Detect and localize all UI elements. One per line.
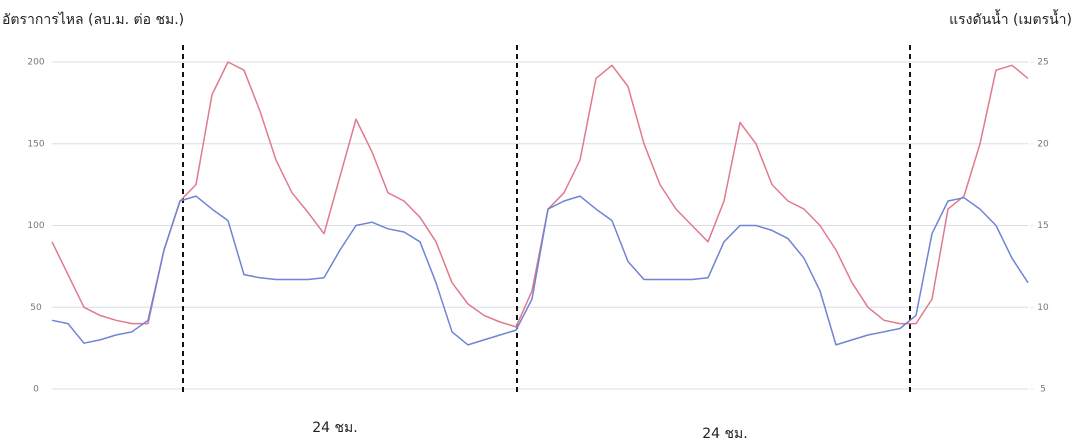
y-tick-label: 150	[27, 139, 44, 149]
y2-tick-label: 25	[1037, 58, 1048, 68]
y-tick-label: 50	[30, 303, 42, 313]
annotation: 24 ชม.	[702, 426, 747, 442]
y2-tick-label: 5	[1040, 385, 1046, 395]
y-axis-title: อัตราการไหล (ลบ.ม. ต่อ ชม.)	[2, 11, 184, 28]
y2-axis-title: แรงดันน้ำ (เมตรน้ำ)	[949, 9, 1072, 28]
y-tick-label: 200	[27, 58, 44, 68]
y2-tick-label: 10	[1037, 303, 1049, 313]
y2-tick-label: 20	[1037, 139, 1049, 149]
y2-tick-label: 15	[1037, 221, 1048, 231]
y-tick-label: 100	[27, 221, 44, 231]
series-line	[51, 195, 1029, 346]
y-tick-label: 0	[33, 385, 39, 395]
series-line	[51, 61, 1029, 328]
annotation: 24 ชม.	[312, 420, 357, 436]
